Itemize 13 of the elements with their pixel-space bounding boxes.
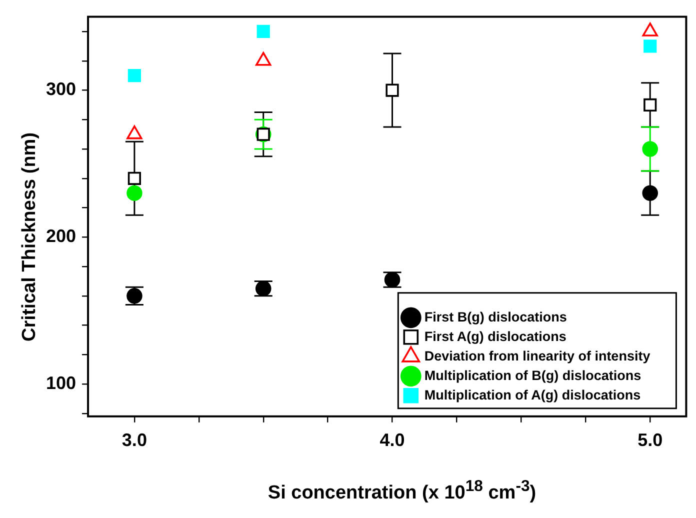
- legend-label: First B(g) dislocations: [424, 309, 567, 324]
- x-tick-label: 3.0: [122, 430, 147, 450]
- y-tick-label: 200: [46, 226, 76, 246]
- legend-label: Multiplication of B(g) dislocations: [424, 368, 642, 383]
- y-axis-title: Critical Thickness (nm): [19, 131, 41, 344]
- x-tick-label: 5.0: [638, 430, 663, 450]
- x-axis-title: Si concentration (x 10$^{18}$ cm$^{-3}$): [266, 478, 538, 504]
- legend-label: Deviation from linearity of intensity: [424, 348, 651, 364]
- legend-label: Multiplication of A(g) dislocations: [424, 387, 641, 402]
- y-tick-label: 300: [46, 79, 76, 100]
- legend-label: First A(g) dislocations: [424, 328, 566, 344]
- x-tick-label: 4.0: [380, 430, 405, 450]
- y-tick-label: 100: [46, 373, 76, 394]
